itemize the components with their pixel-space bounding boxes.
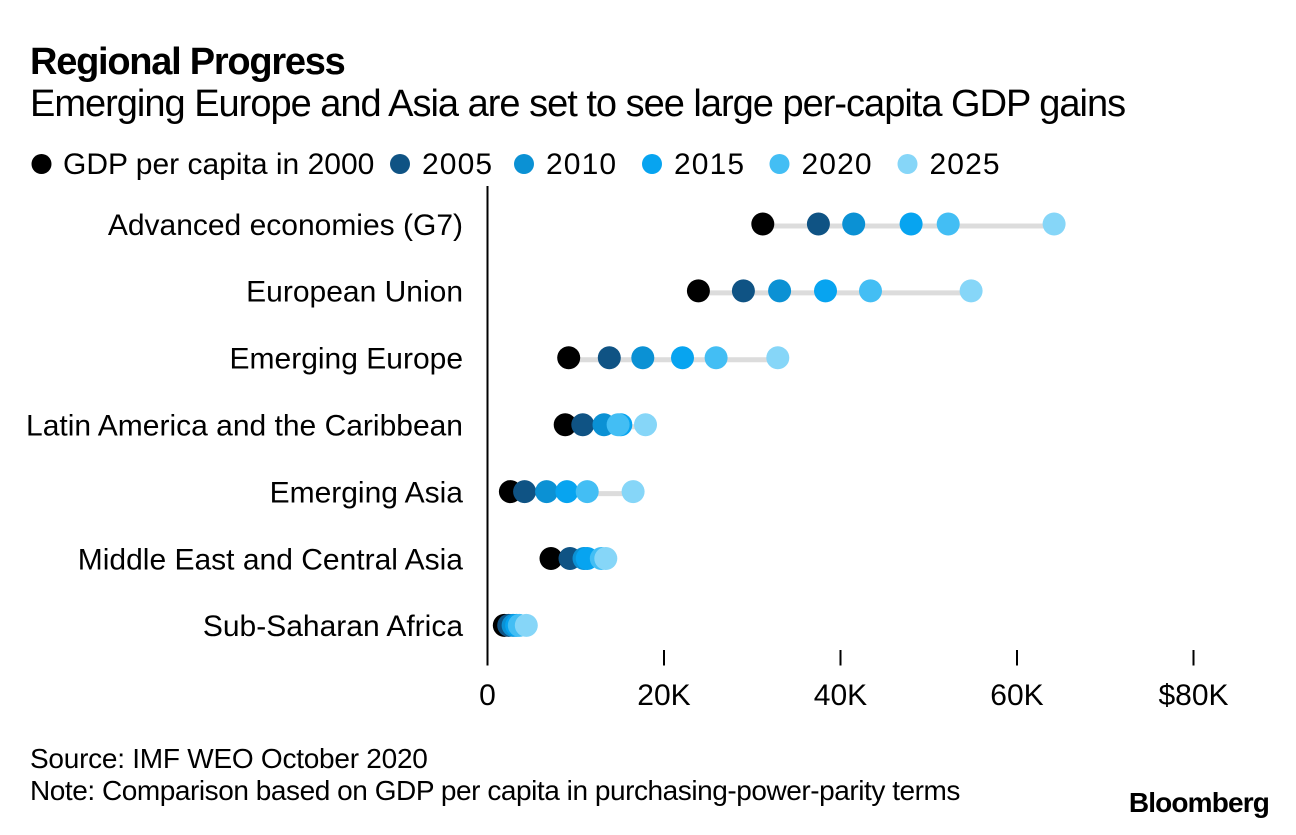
svg-text:2025: 2025 — [930, 148, 1001, 181]
svg-text:Latin America and the Caribbea: Latin America and the Caribbean — [26, 410, 463, 443]
svg-text:Sub-Saharan Africa: Sub-Saharan Africa — [203, 610, 463, 643]
svg-text:2005: 2005 — [422, 148, 493, 181]
svg-text:GDP per capita in 2000: GDP per capita in 2000 — [63, 148, 374, 181]
svg-text:Source: IMF WEO October 2020: Source: IMF WEO October 2020 — [30, 743, 428, 774]
svg-text:Middle East and Central Asia: Middle East and Central Asia — [78, 543, 464, 576]
svg-text:$80K: $80K — [1158, 679, 1228, 712]
svg-text:2020: 2020 — [802, 148, 873, 181]
svg-text:60K: 60K — [990, 679, 1043, 712]
svg-text:20K: 20K — [637, 679, 690, 712]
svg-text:European Union: European Union — [246, 276, 463, 309]
svg-text:Emerging Europe and Asia are s: Emerging Europe and Asia are set to see … — [30, 83, 1125, 125]
svg-text:2010: 2010 — [546, 148, 617, 181]
svg-text:40K: 40K — [814, 679, 867, 712]
svg-text:Note: Comparison based on GDP: Note: Comparison based on GDP per capita… — [30, 775, 960, 806]
svg-text:Advanced economies (G7): Advanced economies (G7) — [108, 209, 463, 242]
svg-text:Emerging Europe: Emerging Europe — [230, 343, 463, 376]
svg-text:2015: 2015 — [674, 148, 745, 181]
svg-text:0: 0 — [479, 679, 496, 712]
svg-text:Bloomberg: Bloomberg — [1129, 787, 1269, 818]
svg-text:Regional Progress: Regional Progress — [30, 41, 345, 83]
svg-text:Emerging Asia: Emerging Asia — [270, 476, 464, 509]
